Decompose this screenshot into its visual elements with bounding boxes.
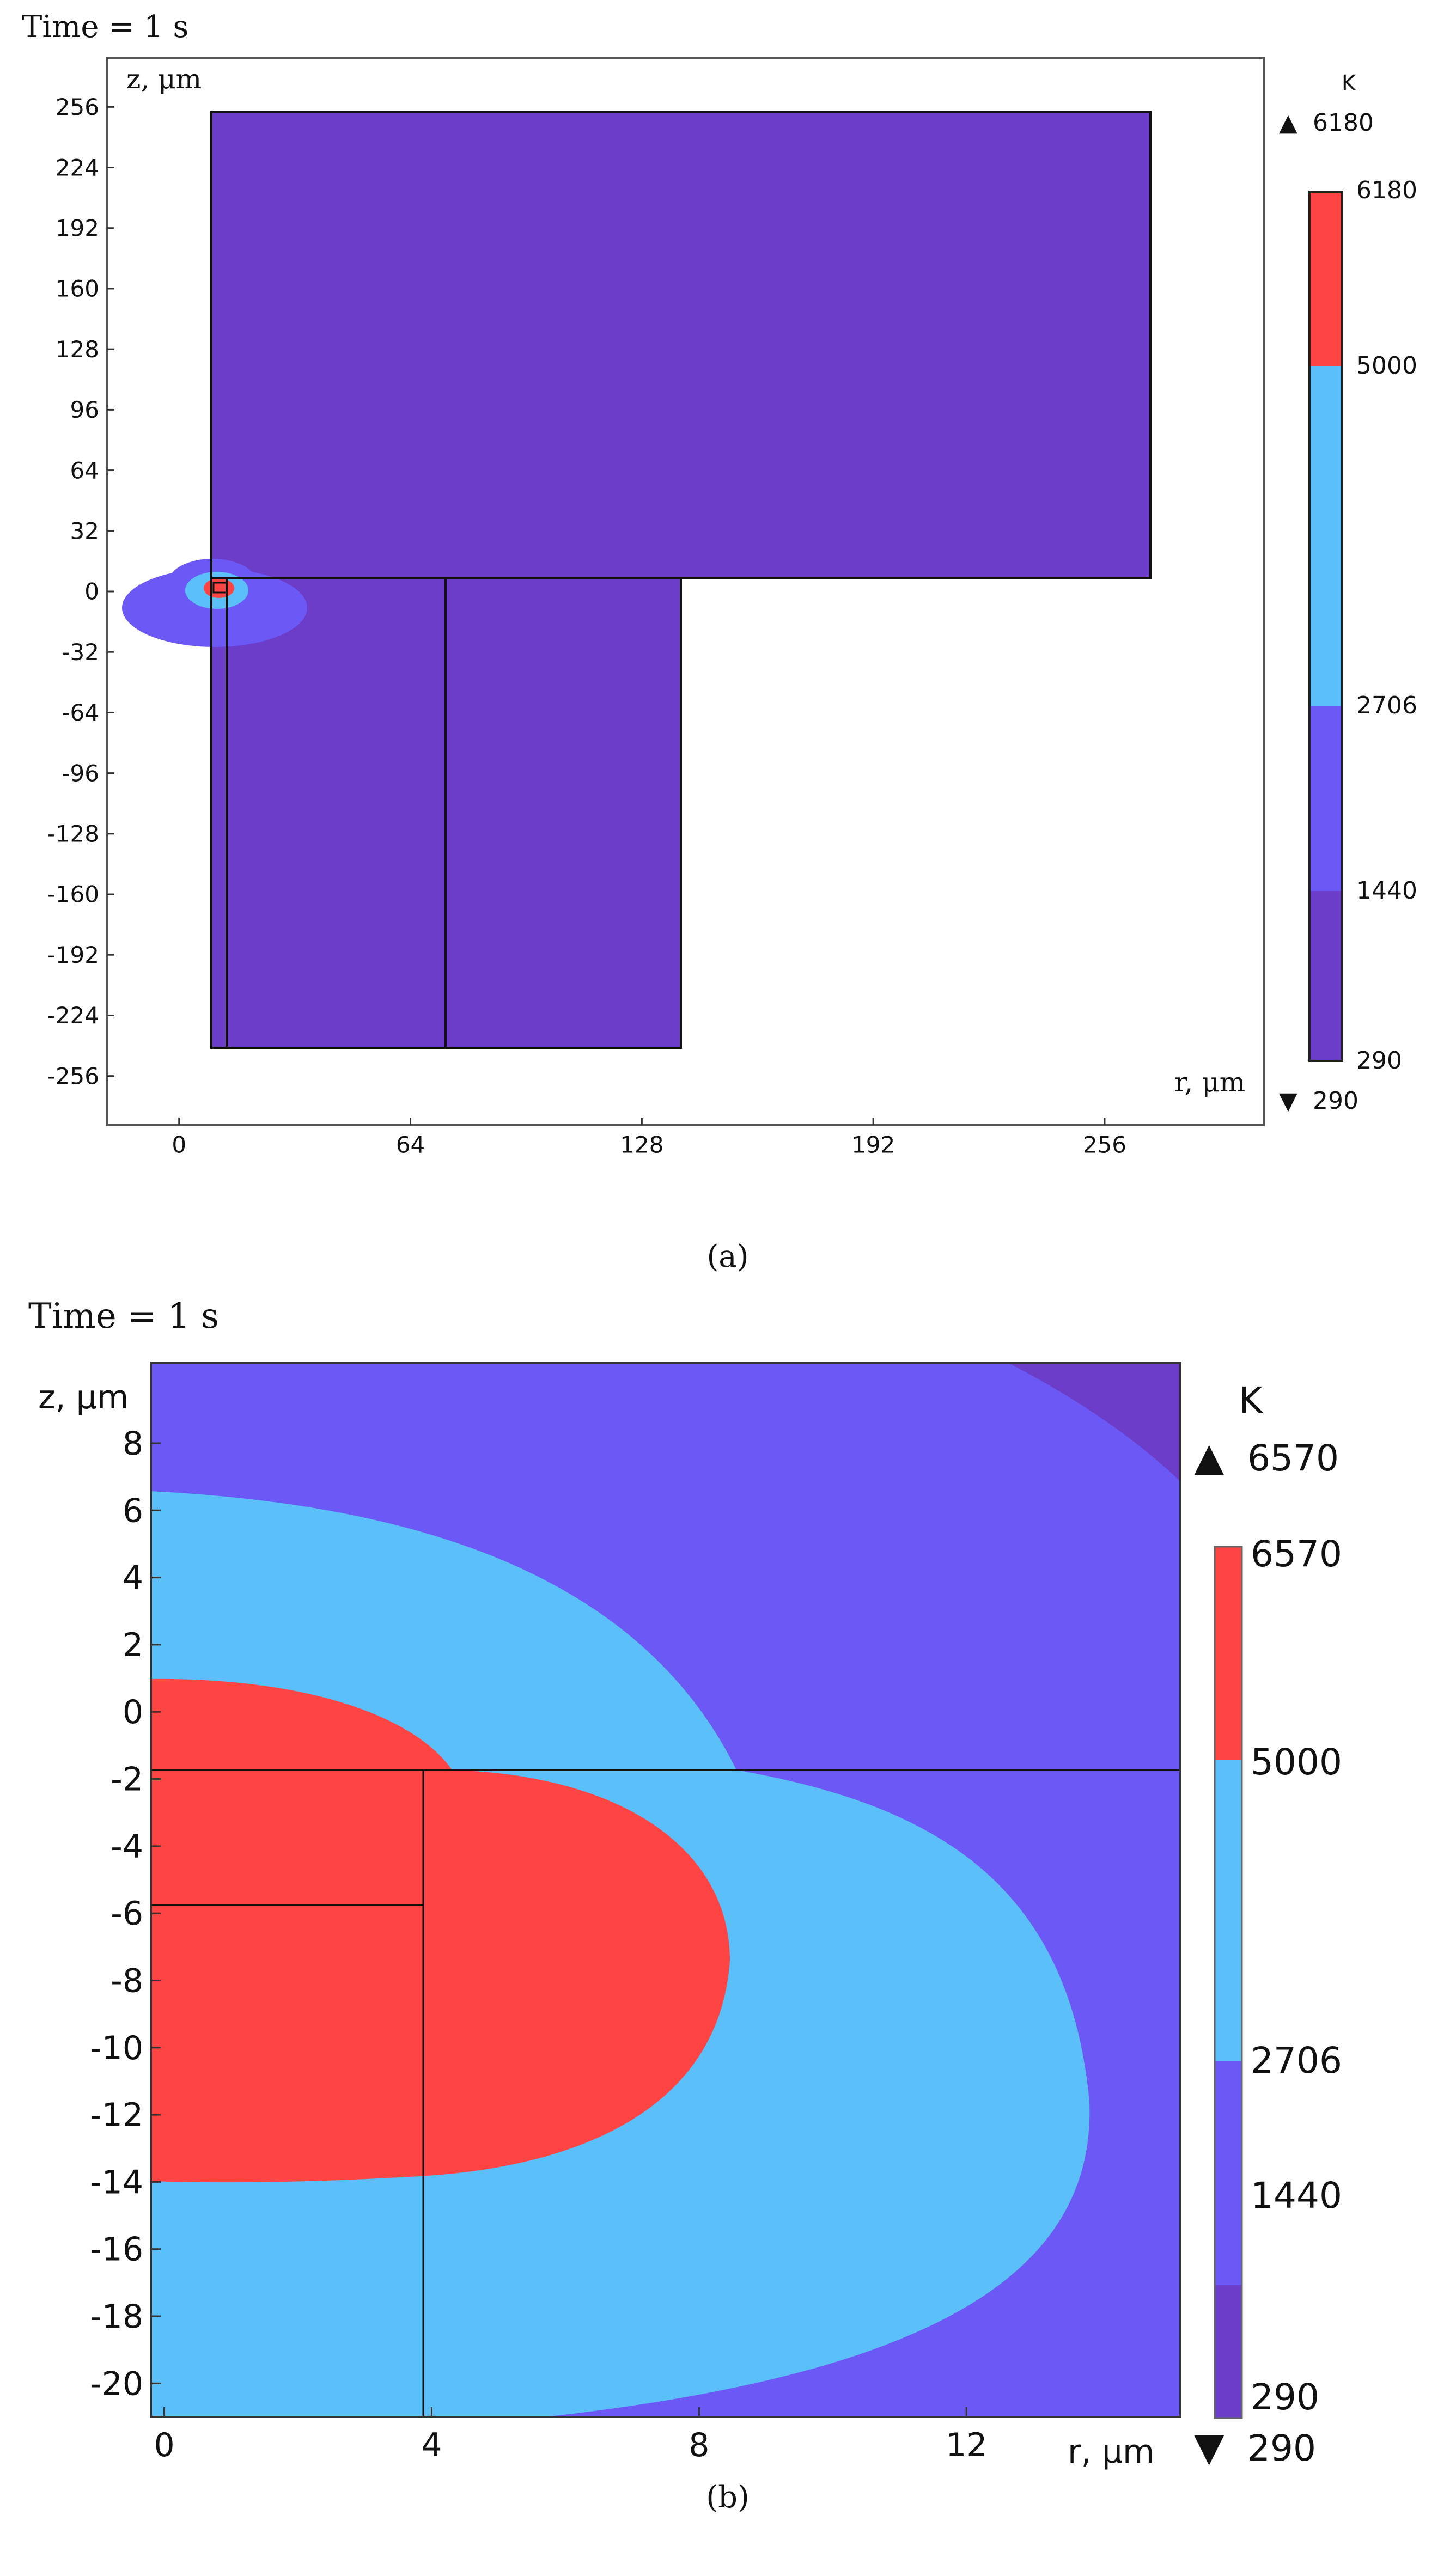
x-tick-label: 0 [172, 1131, 186, 1158]
panel-b-min-label: 290 [1247, 2427, 1316, 2469]
y-tick-label: 6 [123, 1492, 143, 1530]
y-tick-label: 0 [123, 1693, 143, 1731]
panel-b-cbar-label-6570: 6570 [1251, 1533, 1342, 1575]
panel-b-unit: K [1239, 1379, 1263, 1421]
panel-a-cbar-label-1440: 1440 [1356, 877, 1417, 905]
panel-a-colorbar: K ▲ 6180 6180 5000 2706 1440 290 ▼ 290 [1279, 71, 1417, 1115]
y-tick-label: -2 [111, 1761, 143, 1799]
y-tick-label: -32 [62, 639, 99, 666]
panel-a-min-label: 290 [1313, 1087, 1358, 1115]
x-tick-label: 256 [1083, 1131, 1126, 1158]
y-tick-label: -18 [90, 2298, 143, 2336]
x-tick-label: 0 [154, 2426, 174, 2464]
y-tick-label: 96 [70, 396, 99, 423]
y-tick-label: 2 [123, 1626, 143, 1664]
y-tick-label: -4 [111, 1828, 143, 1866]
y-tick-label: -96 [62, 760, 99, 786]
x-tick-label: 192 [851, 1131, 895, 1158]
y-tick-label: -8 [111, 1962, 143, 2000]
y-tick-label: -6 [111, 1895, 143, 1933]
y-tick-label: 256 [56, 94, 99, 120]
y-tick-label: 160 [56, 276, 99, 302]
panel-a-cbar-1440-2706 [1309, 706, 1342, 891]
x-tick-label: 12 [946, 2426, 987, 2464]
panel-b-title: Time = 1 s [28, 1296, 219, 1336]
panel-a-cbar-label-290: 290 [1356, 1047, 1402, 1075]
y-tick-label: -160 [47, 881, 99, 908]
y-tick-label: 8 [123, 1425, 143, 1463]
panel-a-small-cell [212, 582, 228, 594]
panel-b-cbar-1440-2706 [1215, 2061, 1242, 2285]
panel-a-caption: (a) [706, 1239, 748, 1274]
panel-b-colorbar: K ▲ 6570 6570 5000 2706 1440 290 ▼ 290 [1194, 1379, 1342, 2470]
panel-b-cbar-label-1440: 1440 [1251, 2175, 1342, 2217]
panel-a-min-marker: ▼ [1279, 1087, 1297, 1115]
y-tick-label: 192 [56, 215, 99, 241]
x-tick-label: 8 [689, 2426, 709, 2464]
y-tick-label: 4 [123, 1559, 143, 1597]
panel-b-x-axis: 0 4 8 12 [154, 2407, 987, 2464]
panel-b-cbar-label-2706: 2706 [1251, 2040, 1342, 2081]
panel-a-upper-block [211, 112, 1150, 578]
panel-b-ylabel: z, μm [38, 1378, 129, 1417]
y-tick-label: -224 [47, 1002, 99, 1029]
y-tick-label: -10 [90, 2029, 143, 2067]
y-tick-label: -128 [47, 821, 99, 847]
panel-b: Time = 1 s 8 6 4 2 0 -2 -4 -6 -8 -10 -12 -14 -16 -18 -… [28, 1296, 1342, 2515]
panel-b-cbar-frame [1214, 1546, 1243, 2419]
panel-a-unit: K [1342, 71, 1357, 96]
panel-a-cbar-290-1440 [1309, 891, 1342, 1061]
panel-a-cbar-label-6180: 6180 [1356, 176, 1417, 204]
panel-b-caption: (b) [706, 2480, 750, 2515]
panel-a-cbar-label-5000: 5000 [1356, 352, 1417, 380]
panel-b-plot-frame [150, 1362, 1181, 2418]
panel-a-max-label: 6180 [1313, 109, 1374, 137]
panel-a-ylabel: z, μm [126, 63, 202, 95]
panel-a-cbar-2706-5000 [1309, 366, 1342, 706]
y-tick-label: -192 [47, 942, 99, 968]
panel-b-isotherm-290-corner [1008, 1363, 1180, 1481]
y-tick-label: 224 [56, 154, 99, 181]
panel-a-y-axis: 256 224 192 160 128 96 64 32 0 -32 -64 -96 -128 -160 -… [47, 94, 114, 1089]
y-tick-label: 64 [70, 457, 99, 484]
panel-b-min-marker: ▼ [1194, 2424, 1224, 2470]
panel-a-max-marker: ▲ [1279, 109, 1297, 137]
panel-b-cbar-label-5000: 5000 [1251, 1741, 1342, 1783]
panel-a: Time = 1 s 256 224 192 160 128 96 64 32 0 -32 -64 -… [22, 9, 1417, 1274]
panel-a-cbar-5000-max [1309, 192, 1342, 366]
panel-a-cbar-label-2706: 2706 [1356, 692, 1417, 719]
panel-b-cbar-290-1440 [1215, 2285, 1242, 2418]
y-tick-label: -256 [47, 1063, 99, 1089]
y-tick-label: 128 [56, 336, 99, 363]
panel-b-cbar-label-290: 290 [1251, 2376, 1319, 2418]
panel-b-y-axis: 8 6 4 2 0 -2 -4 -6 -8 -10 -12 -14 -16 -18 -20 [90, 1425, 161, 2403]
y-tick-label: -16 [90, 2231, 143, 2269]
panel-a-x-axis: 0 64 128 192 256 [172, 1118, 1126, 1158]
y-tick-label: -64 [62, 699, 99, 726]
x-tick-label: 128 [620, 1131, 663, 1158]
panel-b-isotherm-5000 [151, 1678, 730, 2183]
x-tick-label: 4 [421, 2426, 442, 2464]
x-tick-label: 64 [396, 1131, 425, 1158]
panel-a-isotherm-5000 [204, 578, 234, 598]
panel-b-cbar-2706-5000 [1215, 1760, 1242, 2061]
panel-a-cbar-frame [1308, 191, 1343, 1062]
y-tick-label: -14 [90, 2163, 143, 2201]
panel-a-xlabel: r, μm [1174, 1066, 1245, 1098]
panel-a-title: Time = 1 s [22, 9, 188, 45]
panel-b-max-label: 6570 [1247, 1437, 1339, 1479]
y-tick-label: 0 [84, 578, 99, 605]
y-tick-label: -20 [90, 2365, 143, 2403]
panel-b-xlabel: r, μm [1068, 2433, 1154, 2471]
y-tick-label: 32 [70, 517, 99, 544]
panel-b-max-marker: ▲ [1194, 1434, 1224, 1480]
y-tick-label: -12 [90, 2096, 143, 2134]
panel-b-cbar-5000-max [1215, 1547, 1242, 1760]
